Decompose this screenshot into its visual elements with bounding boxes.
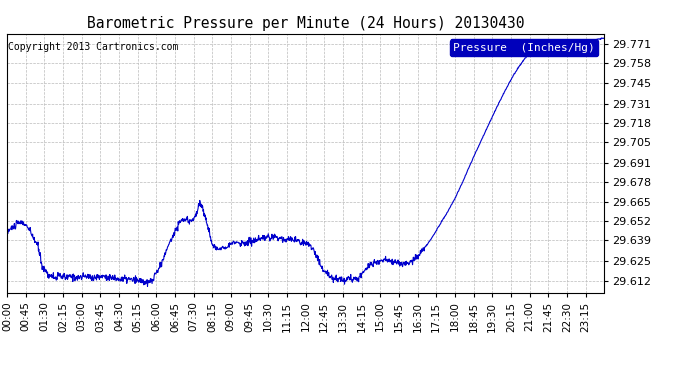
Legend: Pressure  (Inches/Hg): Pressure (Inches/Hg): [450, 39, 598, 56]
Title: Barometric Pressure per Minute (24 Hours) 20130430: Barometric Pressure per Minute (24 Hours…: [86, 16, 524, 31]
Text: Copyright 2013 Cartronics.com: Copyright 2013 Cartronics.com: [8, 42, 179, 51]
